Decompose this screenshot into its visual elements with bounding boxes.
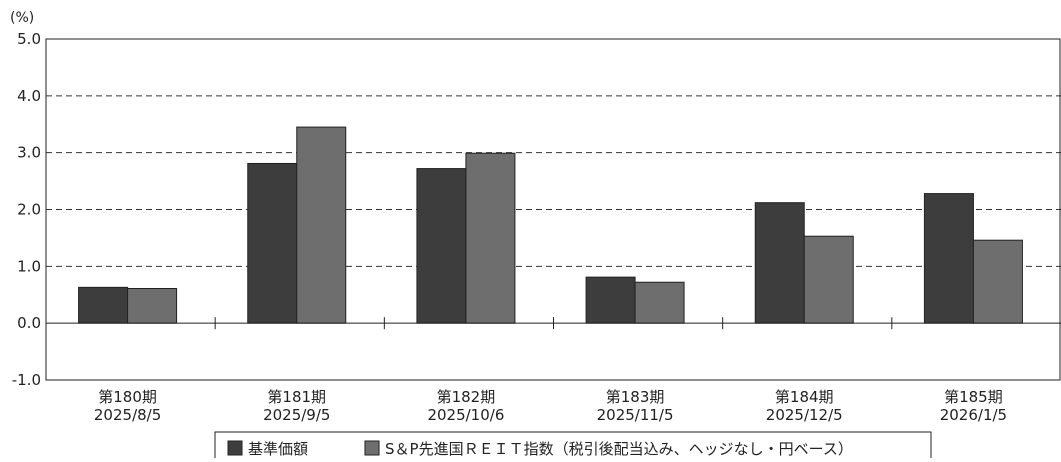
x-tick-date: 2025/9/5 [263, 406, 330, 424]
bar-series-1-5 [754, 202, 805, 324]
y-tick-label: 4.0 [17, 87, 41, 105]
x-tick-date: 2025/8/5 [94, 406, 161, 424]
y-tick-label: -1.0 [12, 371, 41, 389]
grid-lines [46, 95, 1061, 267]
y-tick-label: 0.0 [17, 314, 41, 332]
bars [78, 126, 1023, 324]
legend: 基準価額 S＆P先進国ＲＥＩＴ指数（税引後配当込み、ヘッジなし・円ベース） [214, 431, 932, 462]
x-tick-period: 第185期 [944, 388, 1003, 406]
bar-series-2-4 [634, 281, 685, 324]
x-tick-date: 2025/11/5 [597, 406, 674, 424]
legend-box [214, 431, 932, 462]
legend-swatch-2 [364, 440, 380, 456]
legend-label-2: S＆P先進国ＲＥＩＴ指数（税引後配当込み、ヘッジなし・円ベース） [385, 440, 853, 458]
x-tick-period: 第184期 [775, 388, 834, 406]
plot-frame [45, 38, 1061, 381]
bar-series-2-1 [127, 287, 178, 324]
bar-series-2-5 [803, 235, 854, 324]
x-tick-date: 2025/12/5 [766, 406, 843, 424]
axes [45, 38, 1061, 381]
bar-series-1-6 [923, 193, 974, 324]
x-tick-date: 2026/1/5 [940, 406, 1007, 424]
x-tick-period: 第183期 [606, 388, 665, 406]
x-tick-date: 2025/10/6 [427, 406, 504, 424]
bar-series-2-6 [972, 239, 1023, 324]
y-tick-label: 3.0 [17, 144, 41, 162]
bar-series-2-2 [296, 126, 347, 324]
x-tick-period: 第181期 [267, 388, 326, 406]
legend-label-1: 基準価額 [248, 440, 308, 458]
unit-label: (%) [10, 10, 34, 26]
bar-series-1-1 [78, 286, 129, 324]
y-tick-label: 2.0 [17, 201, 41, 219]
x-tick-period: 第180期 [98, 388, 157, 406]
y-tick-label: 1.0 [17, 257, 41, 275]
legend-swatch-1 [227, 440, 243, 456]
y-axis-ticks: 5.0 4.0 3.0 2.0 1.0 0.0 -1.0 [12, 30, 41, 389]
x-tick-period: 第182期 [437, 388, 496, 406]
y-tick-label: 5.0 [17, 30, 41, 48]
bar-series-1-4 [585, 276, 636, 324]
bar-series-1-2 [247, 162, 298, 324]
bar-series-2-3 [465, 152, 516, 324]
bar-series-1-3 [416, 168, 467, 324]
